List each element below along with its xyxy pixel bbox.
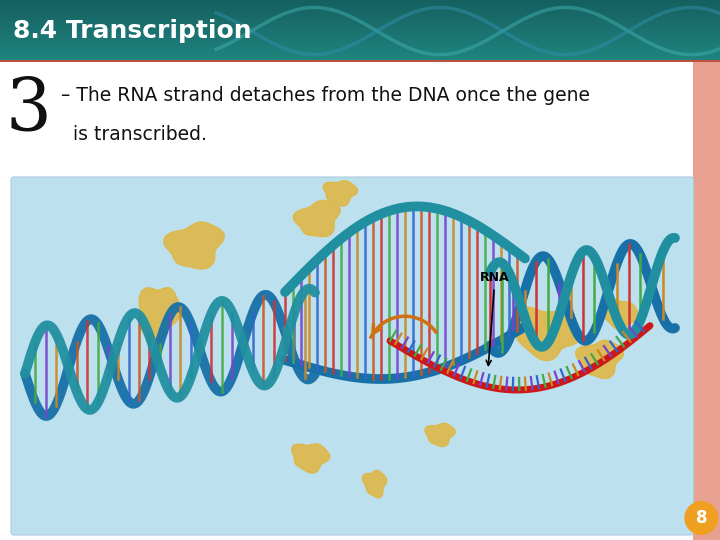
Bar (0, 59, 720, 60)
Bar (0, 49, 720, 50)
Bar (0, 58, 720, 59)
Bar (0, 25, 720, 26)
Bar (0, 41, 720, 42)
Bar (0, 18, 720, 19)
Bar (0, 38, 720, 39)
Bar (0, 51, 720, 52)
Bar (0, 26, 720, 28)
Bar (0, 5, 720, 6)
Bar (0, 56, 720, 57)
Bar (0, 6, 720, 7)
Bar (0, 57, 720, 58)
Bar (0, 39, 720, 40)
Text: 8.4 Transcription: 8.4 Transcription (13, 19, 251, 43)
Bar (0, 55, 720, 56)
Bar (0, 14, 720, 15)
Bar (0, 11, 720, 12)
Bar (0, 53, 720, 54)
Bar (0, 19, 720, 20)
Polygon shape (292, 444, 330, 473)
Bar (0, 3, 720, 4)
Bar (0, 42, 720, 43)
Bar (0, 1, 720, 2)
Bar (0, 52, 720, 53)
Bar (0, 44, 720, 45)
Polygon shape (139, 288, 181, 346)
Polygon shape (293, 200, 341, 237)
Polygon shape (604, 298, 639, 330)
Bar (0, 32, 720, 33)
Bar (0, 60, 720, 61)
Text: is transcribed.: is transcribed. (61, 125, 207, 144)
Bar (0, 22, 720, 23)
Bar (0, 17, 720, 18)
Bar (0, 40, 720, 41)
Bar (0, 7, 720, 8)
Text: RNA: RNA (480, 272, 510, 366)
Bar (693, 62, 720, 162)
Polygon shape (362, 470, 387, 498)
Bar (0, 59, 720, 62)
Bar (0, 35, 720, 36)
Text: – The RNA strand detaches from the DNA once the gene: – The RNA strand detaches from the DNA o… (61, 85, 590, 105)
Polygon shape (163, 222, 224, 269)
Bar (693, 162, 720, 540)
Bar (0, 30, 720, 31)
Bar (0, 34, 720, 35)
Bar (0, 29, 720, 30)
Bar (0, 0, 720, 1)
Bar (0, 13, 720, 14)
Polygon shape (515, 307, 580, 361)
Circle shape (684, 501, 719, 535)
Text: 8: 8 (696, 509, 707, 527)
Bar (0, 2, 720, 3)
Bar (0, 8, 720, 9)
Bar (0, 31, 720, 32)
Bar (0, 48, 720, 49)
Bar (0, 21, 720, 22)
Bar (0, 24, 720, 25)
FancyBboxPatch shape (11, 177, 693, 535)
Bar (0, 46, 720, 47)
Bar (0, 45, 720, 46)
Bar (0, 37, 720, 38)
Bar (0, 33, 720, 34)
Bar (0, 16, 720, 17)
Bar (0, 28, 720, 29)
Bar (0, 10, 720, 11)
Text: 3: 3 (6, 75, 52, 145)
Bar (0, 4, 720, 5)
Bar (0, 20, 720, 21)
Bar (0, 23, 720, 24)
Bar (0, 43, 720, 44)
Polygon shape (425, 423, 455, 447)
Bar (0, 61, 720, 62)
Bar (0, 12, 720, 13)
Bar (0, 9, 720, 10)
Bar (0, 54, 720, 55)
Bar (0, 47, 720, 48)
Bar (0, 50, 720, 51)
Polygon shape (323, 181, 358, 206)
Polygon shape (576, 340, 624, 379)
Bar (0, 36, 720, 37)
Bar (0, 15, 720, 16)
